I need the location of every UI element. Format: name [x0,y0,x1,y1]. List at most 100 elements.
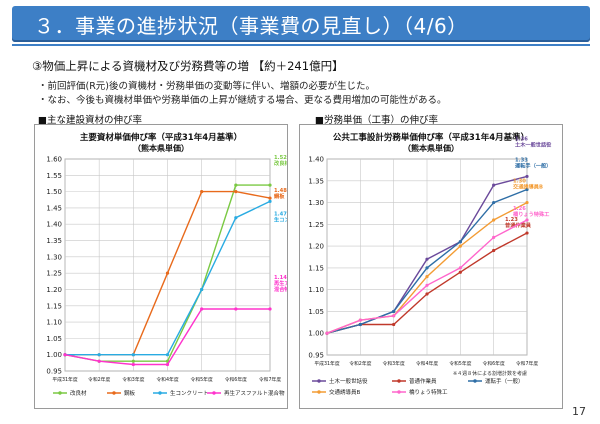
legend-label: 土木一般世話役 [329,377,368,385]
data-point [268,307,272,311]
legend-label: 運転手（一般） [485,377,524,385]
y-tick-label: 1.05 [308,308,324,316]
data-label: 1.52 改良材 [274,155,287,167]
x-tick-label: 令和2年度 [88,376,110,383]
data-point [200,287,204,292]
data-point [492,200,496,205]
data-point [63,353,67,357]
chart-title: 公共工事設計労務単価伸び率（平成31年4月基準） [332,133,530,143]
legend-label: 普通作業員 [409,377,437,385]
x-tick-label: 令和5年度 [449,360,471,367]
labor-chart-panel: 公共工事設計労務単価伸び率（平成31年4月基準） （熊本県単価） 0.95 1.0… [299,124,563,409]
y-tick-label: 1.55 [46,172,62,180]
x-tick-label: 令和4年度 [156,376,178,383]
data-point [492,218,496,222]
data-label: 1.36 土木一般世話役 [515,136,552,148]
data-point [458,266,462,270]
materials-chart: 0.95 1.00 1.05 1.10 1.15 1.20 1.25 1.30 1.35 1.40… [46,155,287,397]
data-point [392,322,396,327]
data-point [358,322,362,327]
data-point [200,190,204,194]
y-tick-label: 1.10 [308,286,324,294]
data-point [425,275,429,279]
data-point [268,183,272,187]
data-point [492,248,496,253]
x-tick-label: 令和3年度 [383,360,405,367]
data-point [458,240,462,244]
data-point [358,318,362,322]
x-tick-label: 令和7年度 [516,360,538,367]
data-label: 1.47生コンクリート [274,211,287,223]
page-number: 17 [572,405,586,418]
data-point [425,257,429,261]
legend-label: 鋼板 [124,389,136,397]
legend-marker [397,390,401,394]
y-tick-label: 1.15 [46,302,62,310]
y-tick-label: 1.35 [46,237,62,245]
legend-marker [212,391,216,395]
data-point [234,307,238,311]
page-title: ３．事業の進捗状況（事業費の見直し）（4/6） [34,14,468,38]
x-tick-label: 令和4年度 [416,360,438,367]
x-tick-label: 令和2年度 [349,360,371,367]
data-point [425,292,429,296]
x-tick-label: 平成31年度 [314,360,339,367]
data-point [525,200,529,205]
data-point [392,314,396,318]
data-point [97,359,101,363]
legend-marker [58,391,62,395]
x-tick-label: 令和3年度 [122,376,144,383]
y-tick-label: 1.40 [308,156,324,164]
y-tick-label: 1.20 [46,286,62,294]
data-label: 1.33 運転手（一般） [515,157,551,169]
data-point [458,270,462,274]
legend-label: 改良材 [70,389,87,397]
data-point [131,359,135,363]
data-point [165,353,170,357]
data-point [525,187,529,192]
data-point [200,307,204,311]
data-point [165,271,170,275]
data-label: 1.30 交通誘導員B [513,179,543,191]
data-point [165,362,170,367]
bullet-text: ・前回評価(R元)後の資機材・労務単価の変動等に伴い、増額の必要が生じた。 [38,81,376,92]
title-bar: ３．事業の進捗状況（事業費の見直し）（4/6） [12,6,590,42]
legend-label: 再生アスファルト混合物 [224,389,285,397]
x-tick-label: 令和7年度 [259,376,281,383]
data-point [392,309,396,314]
data-point [458,244,462,248]
y-tick-label: 1.30 [46,253,62,261]
legend-marker [317,379,321,383]
data-point [97,353,101,357]
y-tick-label: 1.25 [308,221,324,229]
section-heading-materials: ■主な建設資材の伸び率 [38,115,142,126]
title-underline [12,44,590,46]
section-heading-labor: ■労務単価（工事）の伸び率 [315,115,438,126]
y-tick-label: 0.95 [308,352,324,360]
y-tick-label: 1.60 [46,156,62,164]
data-point [234,216,238,220]
y-tick-label: 1.50 [46,188,62,196]
y-tick-label: 0.95 [46,368,62,376]
x-tick-label: 令和5年度 [191,376,213,383]
data-point [325,331,329,335]
data-point [525,231,529,235]
data-label: 1.26 橋りょう特殊工 [513,206,550,218]
data-point [268,196,272,200]
data-point [234,190,238,194]
y-tick-label: 1.10 [46,319,62,327]
y-tick-label: 1.35 [308,177,324,185]
chart-subtitle: （熊本県単価） [133,144,189,153]
data-point [268,199,272,203]
legend-label: 橋りょう特殊工 [409,388,448,396]
data-label: 1.48 鋼板 [273,188,287,200]
x-tick-label: 平成31年度 [52,376,77,383]
section-subtitle: ③物価上昇による資機材及び労務費等の増 【約＋241億円】 [32,59,344,73]
data-point [131,353,135,357]
y-tick-label: 1.00 [308,330,324,338]
data-point [525,218,529,222]
data-point [492,235,496,239]
legend-marker [317,390,321,394]
y-tick-label: 1.00 [46,351,62,359]
y-tick-label: 1.40 [46,221,62,229]
